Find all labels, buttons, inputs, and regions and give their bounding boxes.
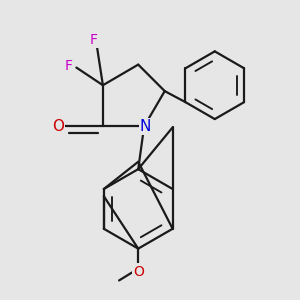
Text: F: F xyxy=(90,33,98,46)
Text: O: O xyxy=(133,265,144,279)
Text: F: F xyxy=(65,59,73,73)
Text: O: O xyxy=(52,119,64,134)
Text: N: N xyxy=(140,119,151,134)
